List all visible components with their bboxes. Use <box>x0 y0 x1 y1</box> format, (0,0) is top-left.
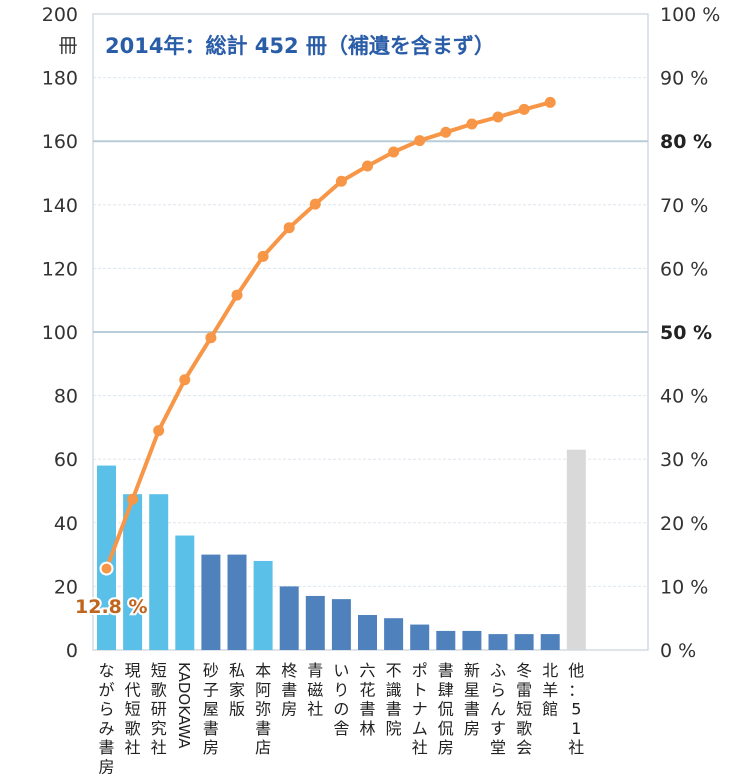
y-tick-label: 120 <box>42 258 78 280</box>
y2-tick-label: 70 % <box>660 195 708 217</box>
cumulative-point <box>179 374 191 386</box>
first-point-annotation: 12.8 % <box>75 596 148 618</box>
bar <box>566 449 586 650</box>
y-tick-label: 80 <box>54 386 78 408</box>
category-label: 砂子屋書房 <box>203 661 219 757</box>
category-label: 新星書房 <box>464 661 480 738</box>
cumulative-point <box>127 493 139 505</box>
bar <box>540 634 560 650</box>
bar <box>123 494 143 650</box>
bar <box>227 554 247 650</box>
cumulative-point <box>440 126 452 138</box>
category-label: 不識書院 <box>386 661 402 738</box>
y-tick-label: 160 <box>42 131 78 153</box>
category-label: 青磁社 <box>307 661 323 719</box>
bar <box>410 624 430 650</box>
bar <box>279 586 299 650</box>
category-label: ポトナム社 <box>412 661 428 757</box>
y2-tick-label: 90 % <box>660 68 708 90</box>
bar <box>201 554 221 650</box>
bar <box>514 634 534 650</box>
cumulative-point <box>257 250 269 262</box>
y-tick-label: 180 <box>42 68 78 90</box>
cumulative-point <box>388 146 400 158</box>
y-axis-left: 0 20 40 60 80 100 120 140 160 180 200 <box>42 4 78 662</box>
y-tick-label: 20 <box>54 576 78 598</box>
cumulative-point <box>362 160 373 172</box>
y-axis-right: 0 % 10 % 20 % 30 % 40 % 50 % 60 % 70 % 80 % 90 % 1… <box>660 4 720 662</box>
category-label: 六花書林 <box>359 661 375 738</box>
cumulative-point <box>335 175 347 187</box>
cumulative-point <box>283 222 295 234</box>
category-label: KADOKAWA <box>175 662 193 749</box>
y2-tick-label: 30 % <box>660 449 708 471</box>
category-label: いりの舎 <box>333 661 349 738</box>
category-label: 書肆侃侃房 <box>438 661 454 757</box>
bar <box>149 494 169 650</box>
bar <box>253 560 273 650</box>
cumulative-point <box>466 118 478 130</box>
bars <box>97 449 586 650</box>
y-tick-label: 100 <box>42 322 78 344</box>
y2-tick-label: 100 % <box>660 4 720 26</box>
bar <box>97 465 116 650</box>
y-tick-label: 200 <box>42 4 78 26</box>
y-axis-unit: 冊 <box>58 35 77 57</box>
bar <box>358 615 377 650</box>
cumulative-point <box>544 96 556 108</box>
cumulative-point <box>99 561 114 576</box>
y2-tick-label: 50 % <box>660 322 712 344</box>
y-tick-label: 40 <box>54 513 78 535</box>
category-label: 短歌研究社 <box>151 661 167 757</box>
category-label: 他： 5 1 社 <box>568 661 584 757</box>
cumulative-point <box>231 289 243 301</box>
bar <box>331 599 351 650</box>
y2-tick-label: 40 % <box>660 386 708 408</box>
cumulative-line <box>99 96 556 576</box>
cumulative-point <box>205 332 217 344</box>
y2-tick-label: 80 % <box>660 131 712 153</box>
y-tick-label: 140 <box>42 195 78 217</box>
bar <box>488 634 508 650</box>
cumulative-point <box>309 198 321 210</box>
category-label: 私家版 <box>229 661 245 719</box>
cumulative-point <box>414 135 426 147</box>
category-label: ふらんす堂 <box>490 661 506 757</box>
category-label: ながらみ書房 <box>98 661 114 777</box>
cumulative-point <box>518 103 530 115</box>
cumulative-point <box>153 425 165 437</box>
cumulative-point <box>492 111 504 123</box>
category-label: 本阿弥書店 <box>255 661 271 757</box>
category-label: 現代短歌社 <box>125 661 141 757</box>
chart-title: 2014年：総計 452 冊（補遺を含まず） <box>105 34 495 58</box>
bar <box>384 618 404 650</box>
y-tick-label: 0 <box>66 640 78 662</box>
category-label: 冬雷短歌会 <box>516 661 532 757</box>
category-label: 北羊館 <box>542 661 558 719</box>
y2-tick-label: 60 % <box>660 258 708 280</box>
category-label: 柊書房 <box>281 661 297 719</box>
bar <box>436 630 456 650</box>
y2-tick-label: 20 % <box>660 513 708 535</box>
y2-tick-label: 0 % <box>660 640 696 662</box>
y-tick-label: 60 <box>54 449 78 471</box>
y2-tick-label: 10 % <box>660 576 708 598</box>
bar <box>462 630 482 650</box>
bar <box>175 535 195 650</box>
bar <box>305 595 325 650</box>
